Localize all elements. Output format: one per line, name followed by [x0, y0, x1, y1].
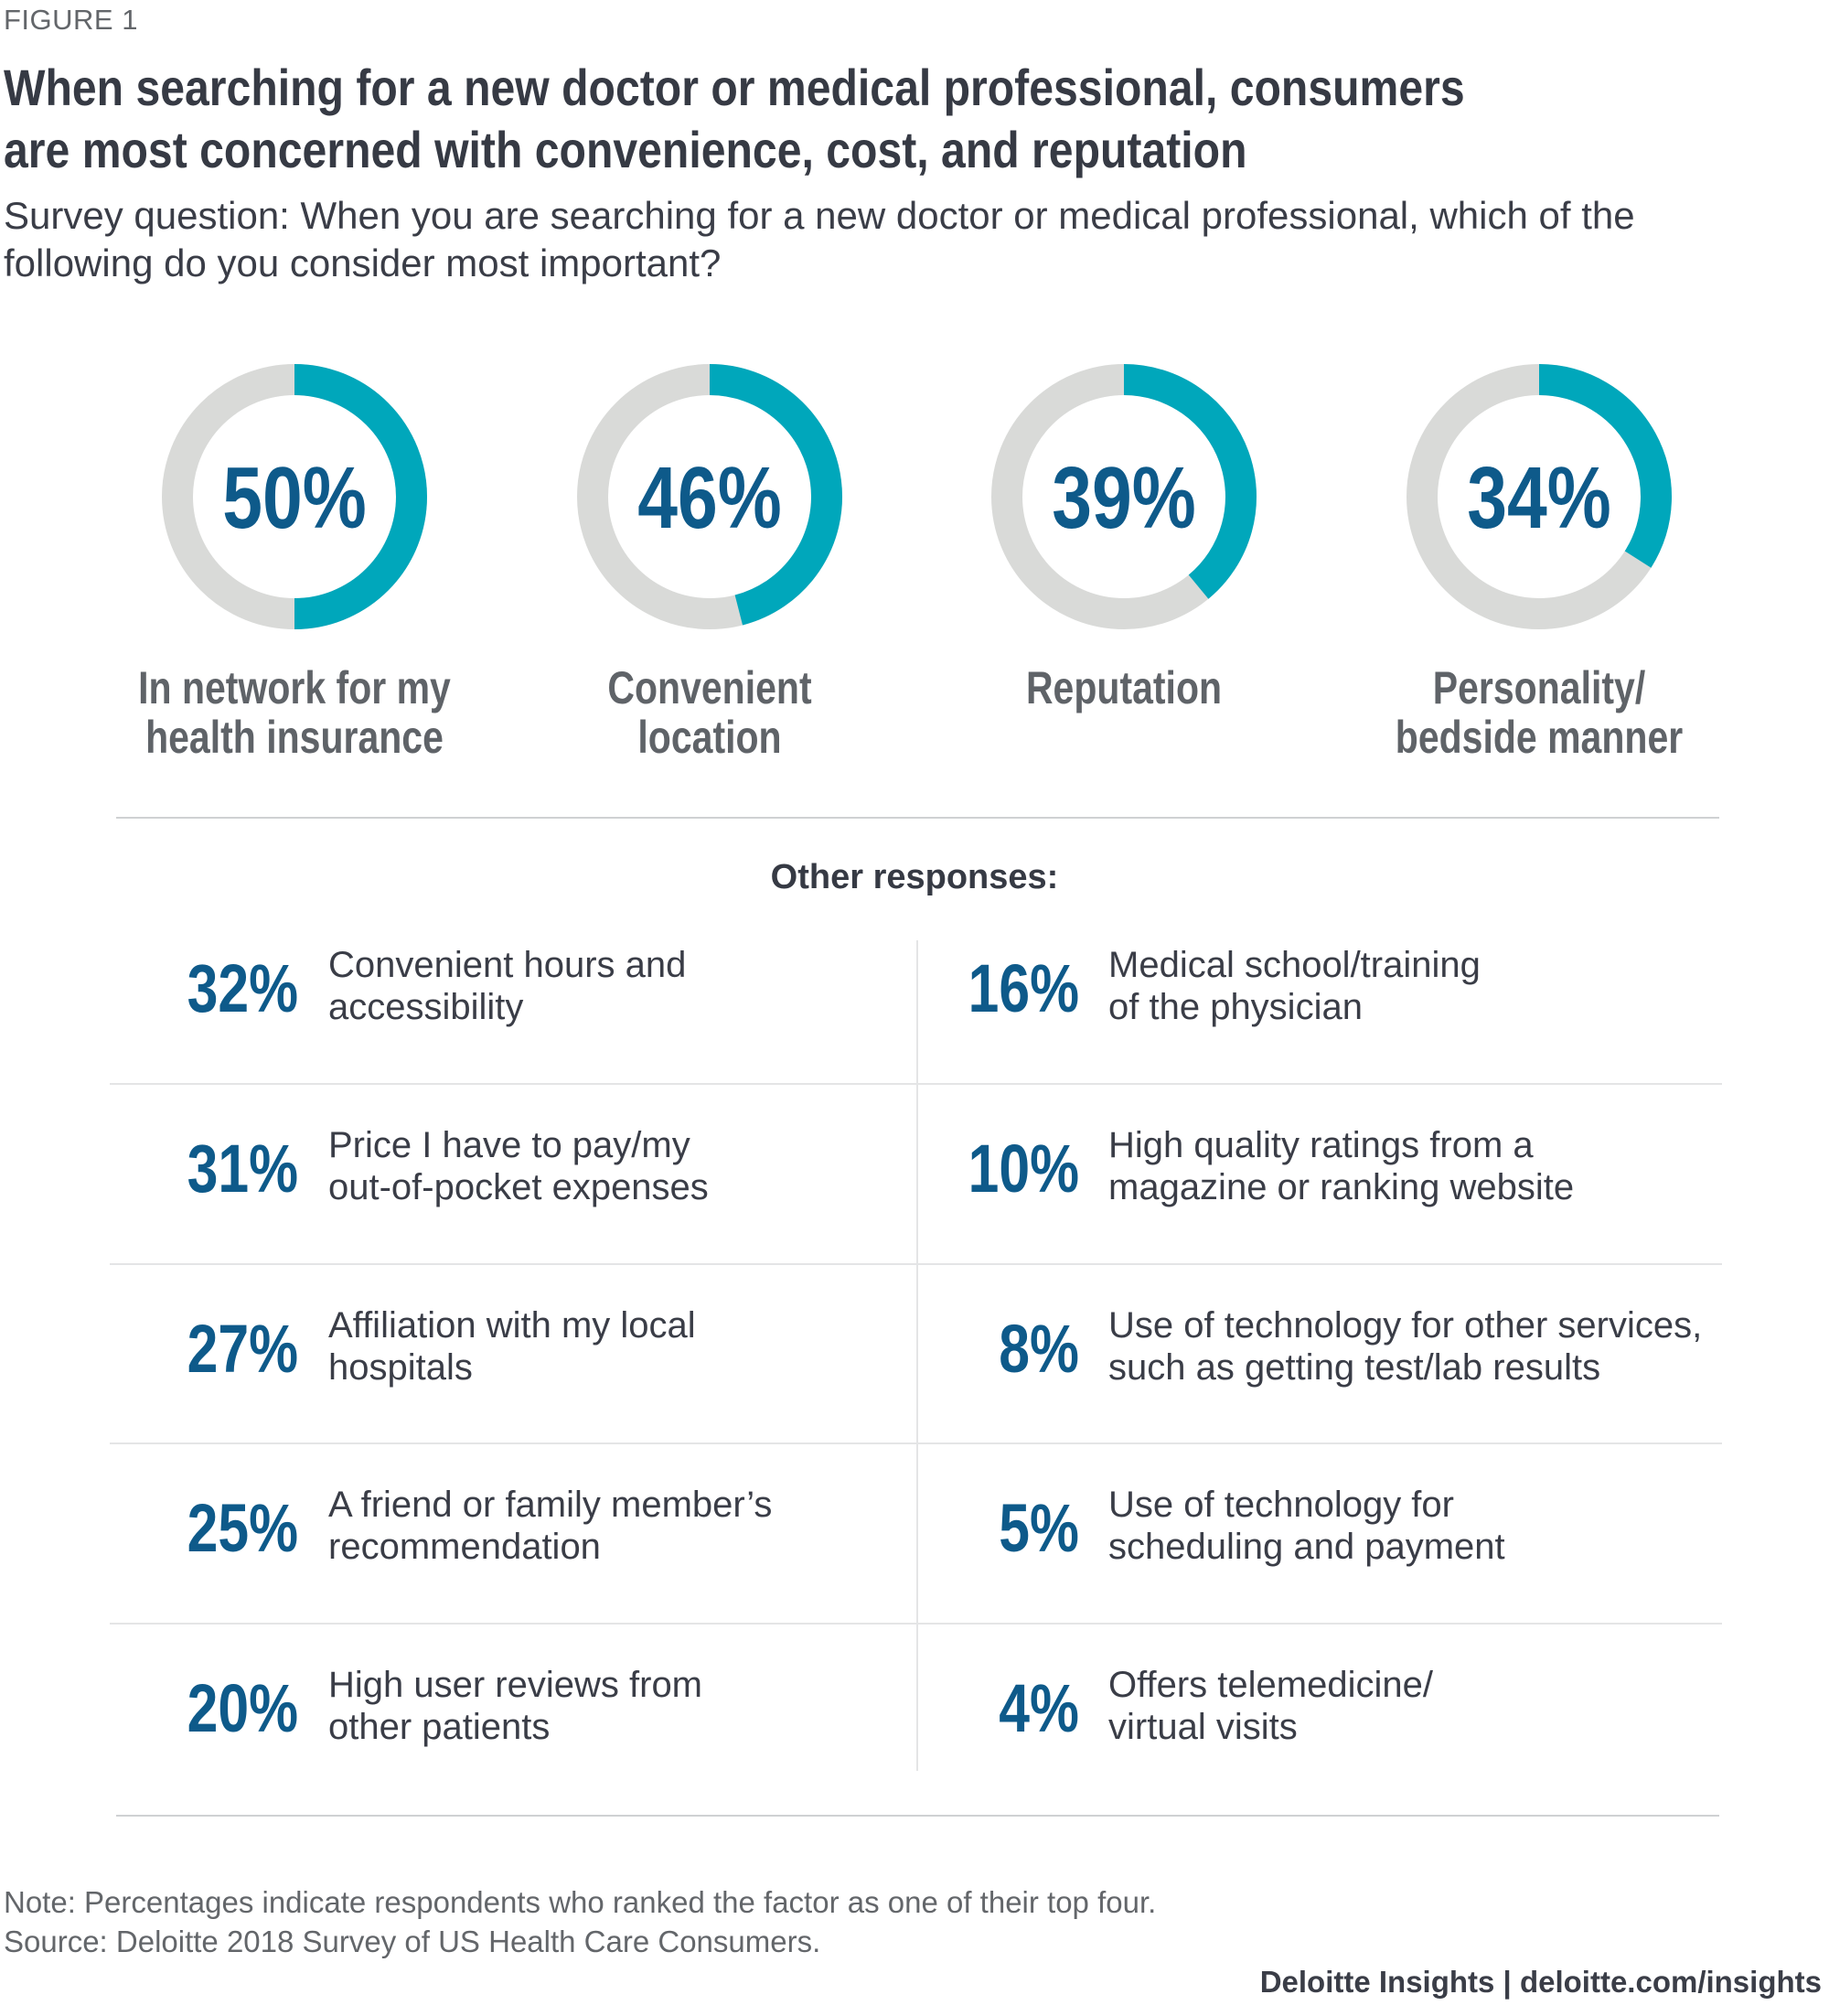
- row-divider: [110, 1623, 1722, 1625]
- response-label: Affiliation with my local hospitals: [328, 1305, 696, 1388]
- donut-chart: [162, 364, 427, 629]
- response-label: Offers telemedicine/ virtual visits: [1108, 1665, 1433, 1747]
- response-value: 8%: [999, 1311, 1079, 1387]
- donut-1: 50% In network for my health insurance: [102, 357, 487, 777]
- response-value: 16%: [968, 950, 1079, 1026]
- donut-value-arc: [1123, 364, 1257, 599]
- donut-value-arc: [294, 364, 427, 629]
- donut-value-label: 46%: [637, 449, 782, 547]
- response-value: 10%: [968, 1131, 1079, 1206]
- response-item: 5% Use of technology for scheduling and p…: [0, 1480, 1829, 1590]
- response-label: A friend or family member’s recommendati…: [328, 1485, 773, 1567]
- row-divider: [110, 1083, 1722, 1085]
- chart-title: When searching for a new doctor or medic…: [4, 59, 1465, 178]
- response-value: 4%: [999, 1670, 1079, 1746]
- response-value: 27%: [187, 1311, 298, 1387]
- brand-footer: Deloitte Insights | deloitte.com/insight…: [1259, 1965, 1822, 1999]
- response-item: 20% High user reviews from other patients: [0, 1660, 1829, 1770]
- donut-4: 34% Personality/bedside manner: [1347, 357, 1731, 777]
- donut-chart: [991, 364, 1257, 629]
- donut-3: 39% Reputation: [932, 357, 1316, 777]
- note-and-source: Note: Percentages indicate respondents w…: [4, 1885, 1157, 1958]
- donut-value-arc: [709, 364, 842, 626]
- response-label: Convenient hours and accessibility: [328, 945, 687, 1027]
- response-item: 27% Affiliation with my local hospitals: [0, 1301, 1829, 1410]
- response-item: 10% High quality ratings from a magazine …: [0, 1121, 1829, 1230]
- donut-value-arc: [1538, 364, 1672, 568]
- response-item: 32% Convenient hours and accessibility: [0, 940, 1829, 1050]
- response-item: 16% Medical school/training of the physic…: [0, 940, 1829, 1050]
- chart-subtitle: Survey question: When you are searching …: [4, 194, 1635, 284]
- donut-chart: [577, 364, 842, 629]
- donut-category-label: Personality/bedside manner: [1395, 662, 1684, 763]
- response-label: Medical school/training of the physician: [1108, 945, 1481, 1027]
- response-label: Use of technology for other services, su…: [1108, 1305, 1703, 1388]
- response-item: 4% Offers telemedicine/ virtual visits: [0, 1660, 1829, 1770]
- response-label: High user reviews from other patients: [328, 1665, 703, 1747]
- response-value: 25%: [187, 1490, 298, 1566]
- response-value: 32%: [187, 950, 298, 1026]
- response-value: 31%: [187, 1131, 298, 1206]
- response-item: 31% Price I have to pay/my out-of-pocket …: [0, 1121, 1829, 1230]
- row-divider: [110, 1442, 1722, 1444]
- response-label: Use of technology for scheduling and pay…: [1108, 1485, 1505, 1567]
- donut-category-label: Convenient location: [607, 662, 812, 763]
- response-label: High quality ratings from a magazine or …: [1108, 1125, 1575, 1207]
- top-divider: [116, 817, 1719, 819]
- response-label: Price I have to pay/my out-of-pocket exp…: [328, 1125, 709, 1207]
- column-divider: [916, 940, 918, 1771]
- figure-label: FIGURE 1: [4, 4, 138, 36]
- response-value: 5%: [999, 1490, 1079, 1566]
- other-responses-heading: Other responses:: [770, 858, 1059, 896]
- response-item: 25% A friend or family member’s recommend…: [0, 1480, 1829, 1590]
- donut-value-label: 50%: [222, 449, 367, 547]
- donut-category-label: In network for my health insurance: [138, 662, 451, 763]
- bottom-divider: [116, 1815, 1719, 1817]
- donut-value-label: 34%: [1467, 449, 1611, 547]
- donut-category-label: Reputation: [1025, 662, 1223, 713]
- response-value: 20%: [187, 1670, 298, 1746]
- donut-value-label: 39%: [1052, 449, 1196, 547]
- response-item: 8% Use of technology for other services, …: [0, 1301, 1829, 1410]
- donut-chart: [1407, 364, 1672, 629]
- row-divider: [110, 1263, 1722, 1265]
- donut-2: 46% Convenient location: [518, 357, 902, 777]
